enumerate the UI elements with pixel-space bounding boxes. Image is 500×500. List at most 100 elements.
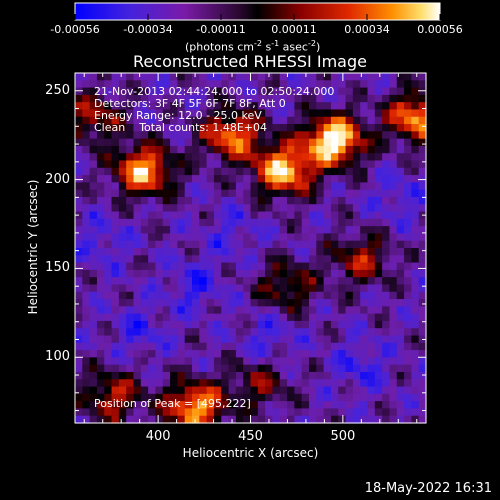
heatmap-cell	[97, 168, 105, 176]
heatmap-cell	[360, 321, 368, 329]
heatmap-cell	[97, 372, 105, 380]
heatmap-cell	[316, 146, 324, 154]
heatmap-cell	[214, 139, 222, 147]
heatmap-cell	[134, 270, 142, 278]
heatmap-cell	[112, 336, 120, 344]
heatmap-cell	[192, 328, 200, 336]
heatmap-cell	[163, 379, 171, 387]
heatmap-cell	[75, 241, 83, 249]
heatmap-cell	[163, 153, 171, 161]
heatmap-cell	[112, 379, 120, 387]
heatmap-cell	[243, 299, 251, 307]
heatmap-cell	[177, 168, 185, 176]
heatmap-cell	[148, 284, 156, 292]
heatmap-cell	[382, 314, 390, 322]
heatmap-cell	[382, 372, 390, 380]
heatmap-cell	[75, 357, 83, 365]
heatmap-cell	[272, 109, 280, 117]
heatmap-cell	[382, 197, 390, 205]
heatmap-cell	[258, 372, 266, 380]
heatmap-cell	[192, 204, 200, 212]
heatmap-cell	[163, 277, 171, 285]
heatmap-cell	[324, 212, 332, 220]
heatmap-cell	[331, 219, 339, 227]
heatmap-cell	[229, 270, 237, 278]
heatmap-cell	[236, 161, 244, 169]
heatmap-cell	[155, 321, 163, 329]
heatmap-cell	[185, 168, 193, 176]
heatmap-cell	[389, 306, 397, 314]
heatmap-cell	[280, 248, 288, 256]
heatmap-cell	[309, 226, 317, 234]
heatmap-cell	[265, 365, 273, 373]
heatmap-cell	[134, 379, 142, 387]
heatmap-cell	[294, 102, 302, 110]
heatmap-cell	[331, 416, 339, 424]
heatmap-cell	[104, 350, 112, 358]
heatmap-cell	[163, 343, 171, 351]
heatmap-cell	[163, 387, 171, 395]
heatmap-cell	[236, 343, 244, 351]
heatmap-cell	[294, 343, 302, 351]
heatmap-cell	[177, 372, 185, 380]
heatmap-cell	[82, 131, 90, 139]
heatmap-cell	[97, 175, 105, 183]
heatmap-cell	[411, 263, 419, 271]
heatmap-cell	[141, 416, 149, 424]
heatmap-cell	[404, 124, 412, 132]
heatmap-cell	[258, 146, 266, 154]
heatmap-cell	[126, 270, 134, 278]
heatmap-cell	[199, 350, 207, 358]
heatmap-cell	[375, 401, 383, 409]
heatmap-cell	[360, 168, 368, 176]
heatmap-cell	[309, 263, 317, 271]
heatmap-cell	[141, 263, 149, 271]
heatmap-cell	[382, 394, 390, 402]
heatmap-cell	[324, 219, 332, 227]
heatmap-cell	[265, 233, 273, 241]
heatmap-cell	[389, 350, 397, 358]
heatmap-cell	[324, 357, 332, 365]
heatmap-cell	[411, 139, 419, 147]
heatmap-cell	[389, 233, 397, 241]
heatmap-cell	[221, 379, 229, 387]
heatmap-cell	[119, 139, 127, 147]
heatmap-cell	[331, 182, 339, 190]
heatmap-cell	[353, 219, 361, 227]
heatmap-cell	[229, 336, 237, 344]
heatmap-cell	[411, 277, 419, 285]
heatmap-cell	[236, 168, 244, 176]
heatmap-cell	[104, 379, 112, 387]
heatmap-cell	[411, 219, 419, 227]
heatmap-cell	[207, 387, 215, 395]
heatmap-cell	[229, 204, 237, 212]
heatmap-cell	[280, 357, 288, 365]
heatmap-cell	[258, 270, 266, 278]
heatmap-cell	[397, 379, 405, 387]
heatmap-cell	[331, 248, 339, 256]
heatmap-cell	[199, 306, 207, 314]
heatmap-cell	[324, 350, 332, 358]
heatmap-cell	[75, 401, 83, 409]
heatmap-cell	[148, 306, 156, 314]
heatmap-cell	[112, 248, 120, 256]
heatmap-cell	[309, 314, 317, 322]
heatmap-cell	[419, 401, 427, 409]
heatmap-cell	[280, 365, 288, 373]
heatmap-cell	[221, 343, 229, 351]
heatmap-cell	[389, 248, 397, 256]
heatmap-cell	[251, 379, 259, 387]
heatmap-cell	[141, 197, 149, 205]
heatmap-cell	[316, 328, 324, 336]
heatmap-cell	[112, 277, 120, 285]
heatmap-cell	[141, 219, 149, 227]
heatmap-cell	[148, 73, 156, 81]
heatmap-cell	[411, 292, 419, 300]
heatmap-cell	[90, 321, 98, 329]
heatmap-cell	[199, 241, 207, 249]
heatmap-cell	[287, 197, 295, 205]
heatmap-cell	[324, 146, 332, 154]
heatmap-cell	[404, 161, 412, 169]
heatmap-cell	[411, 328, 419, 336]
heatmap-cell	[148, 263, 156, 271]
